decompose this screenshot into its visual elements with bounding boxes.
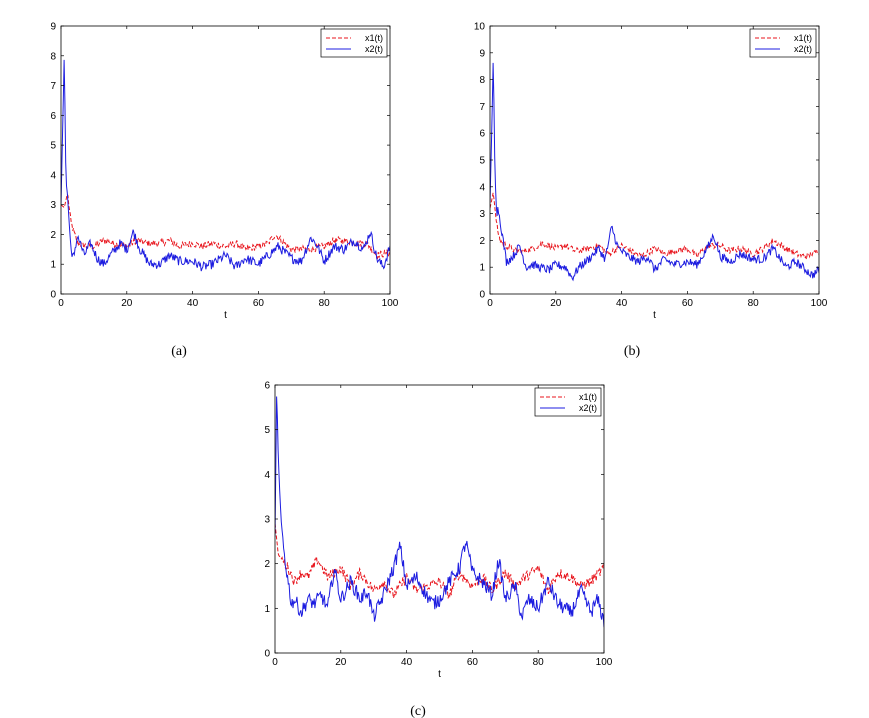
y-tick-label: 0 [479,290,485,301]
x-tick-label: 60 [682,298,694,309]
x-tick-label: 40 [616,298,628,309]
y-tick-label: 0 [50,290,56,301]
y-tick-label: 5 [479,156,485,167]
y-tick-label: 5 [264,425,270,436]
y-tick-label: 4 [50,170,56,181]
y-tick-label: 7 [50,81,56,92]
x-tick-label: 0 [272,657,278,668]
legend-box [534,387,602,417]
series-line-x2 [490,62,819,282]
legend: x1(t)x2(t) [320,28,388,58]
x-tick-label: 80 [533,657,545,668]
y-tick-label: 5 [50,141,56,152]
x-tick-label: 40 [401,657,413,668]
panel-caption: (a) [171,344,187,359]
chart-panel-3: 0 20 40 60 80 100 0 1 2 3 4 5 6 t x1(t)x2(t) (c) [264,381,612,718]
x-tick-label: 80 [319,298,331,309]
x-tick-label: 20 [121,298,133,309]
series-group [275,396,604,628]
plot-frame [60,25,391,295]
panel-caption: (c) [410,704,426,718]
series-line-x1 [490,192,819,260]
y-tick-label: 1 [479,263,485,274]
x-tick-label: 100 [596,657,613,668]
x-tick-label: 100 [382,298,399,309]
y-tick-label: 3 [264,515,270,526]
x-tick-label: 20 [335,657,347,668]
y-tick-label: 6 [264,381,270,392]
y-tick-label: 0 [264,649,270,660]
series-line-x1 [275,523,604,600]
legend-box [749,28,817,58]
y-tick-label: 4 [264,470,270,481]
panel-caption: (b) [624,344,641,359]
chart-panel-1: 0 20 40 60 80 100 0 1 2 3 4 5 6 7 8 9 t x1(t)x2(t) (a) [50,22,398,360]
x-tick-label: 40 [187,298,199,309]
legend: x1(t)x2(t) [534,387,602,417]
y-tick-label: 6 [479,129,485,140]
y-tick-label: 1 [264,604,270,615]
series-line-x2 [61,59,390,272]
legend-label-x1: x1(t) [365,33,383,43]
y-tick-label: 4 [479,182,485,193]
legend-label-x1: x1(t) [794,33,812,43]
x-tick-label: 80 [748,298,760,309]
x-axis-label: t [653,310,656,321]
legend-label-x2: x2(t) [794,44,812,54]
y-tick-label: 9 [50,22,56,33]
y-tick-label: 9 [479,48,485,59]
y-tick-label: 8 [479,75,485,86]
x-tick-label: 0 [58,298,64,309]
y-tick-label: 7 [479,102,485,113]
series-group [61,59,390,272]
y-tick-label: 8 [50,51,56,62]
x-tick-label: 100 [811,298,828,309]
y-tick-label: 10 [474,22,486,33]
y-tick-label: 6 [50,111,56,122]
y-tick-label: 2 [479,236,485,247]
y-tick-label: 1 [50,260,56,271]
x-tick-label: 0 [487,298,493,309]
y-tick-label: 3 [479,209,485,220]
x-tick-label: 60 [253,298,265,309]
series-line-x2 [275,396,604,628]
legend-label-x2: x2(t) [365,44,383,54]
series-group [490,62,819,282]
y-tick-label: 3 [50,200,56,211]
chart-panel-2: 0 20 40 60 80 100 0 1 2 3 4 5 6 7 8 9 10 t x1(t)x2(t) (b) [474,22,828,360]
plot-frame [274,384,605,654]
series-line-x1 [61,192,390,260]
legend-label-x1: x1(t) [579,392,597,402]
plot-frame [489,25,820,295]
x-tick-label: 20 [550,298,562,309]
y-tick-label: 2 [264,559,270,570]
legend-box [320,28,388,58]
x-tick-label: 60 [467,657,479,668]
y-tick-label: 2 [50,230,56,241]
x-axis-label: t [224,310,227,321]
x-axis-label: t [438,669,441,680]
legend-label-x2: x2(t) [579,403,597,413]
legend: x1(t)x2(t) [749,28,817,58]
